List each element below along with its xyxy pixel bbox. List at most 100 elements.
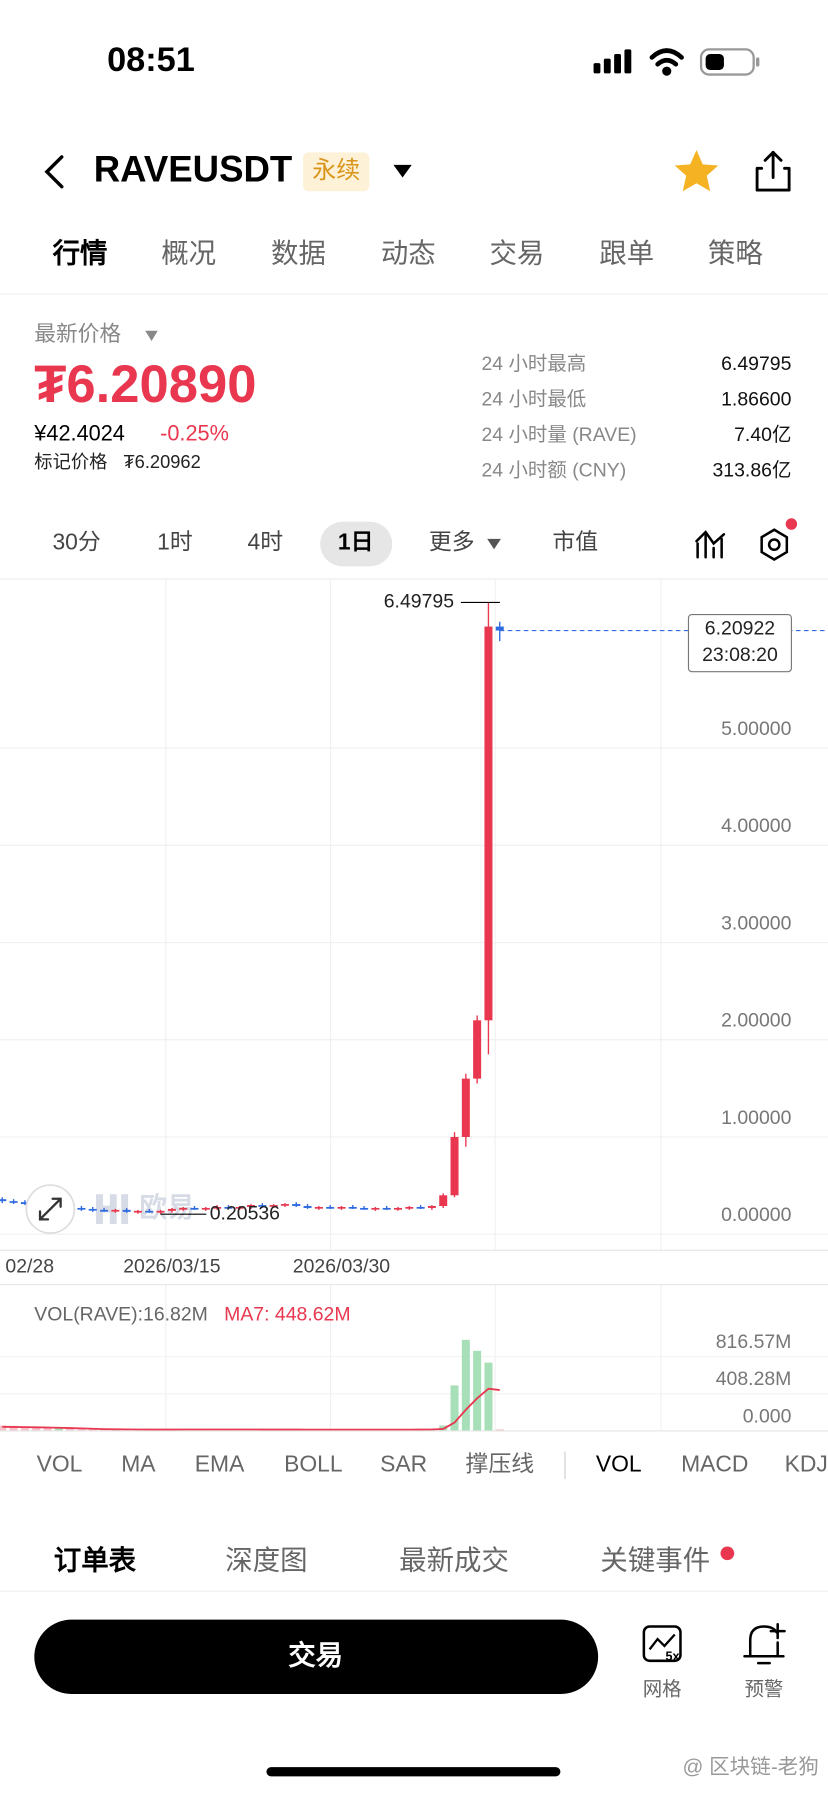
- timeframe[interactable]: 4时: [248, 529, 284, 555]
- tab[interactable]: 行情: [52, 238, 108, 269]
- timeframe[interactable]: 市值: [552, 529, 598, 555]
- stat-value: 313.86亿: [713, 460, 792, 482]
- tab[interactable]: 交易: [489, 238, 544, 269]
- grid-button[interactable]: [642, 1625, 682, 1663]
- timeframe[interactable]: 30分: [52, 529, 100, 555]
- grid-label[interactable]: 网格: [643, 1679, 682, 1701]
- tab[interactable]: 数据: [271, 238, 326, 269]
- indicator[interactable]: EMA: [195, 1450, 245, 1476]
- tab[interactable]: 概况: [161, 238, 216, 269]
- candle-body: [439, 1195, 448, 1207]
- candle-body: [416, 1206, 425, 1209]
- stat-label: 24 小时量 (RAVE): [481, 424, 636, 446]
- timeframe[interactable]: 1时: [157, 529, 193, 555]
- candle-body: [88, 1208, 97, 1211]
- candle-body: [314, 1206, 323, 1209]
- more-dropdown[interactable]: [487, 538, 501, 550]
- volume-ma-label: MA7: 448.62M: [224, 1304, 350, 1326]
- candle-body: [473, 1020, 482, 1079]
- bottom-tab[interactable]: 关键事件: [600, 1545, 710, 1576]
- candle-body: [179, 1207, 188, 1210]
- y-tick-label: 1.00000: [721, 1107, 791, 1129]
- indicator[interactable]: MACD: [681, 1450, 748, 1476]
- tab[interactable]: 跟单: [599, 238, 654, 269]
- candle-body: [100, 1209, 109, 1212]
- candle-body: [167, 1208, 176, 1211]
- candle-body: [9, 1201, 18, 1203]
- indicator[interactable]: MA: [121, 1450, 156, 1476]
- alert-button[interactable]: [743, 1622, 786, 1665]
- symbol[interactable]: RAVEUSDT: [94, 148, 292, 189]
- cny-price: ¥42.4024: [33, 421, 125, 446]
- countdown: 23:08:20: [702, 644, 778, 666]
- max-label: 6.49795: [384, 591, 454, 613]
- contract-tag: 永续: [312, 157, 360, 184]
- tab[interactable]: 策略: [708, 238, 763, 269]
- indicator-bar: VOL MA EMA BOLL SAR 撑压线 VOL MACD KDJ: [37, 1450, 828, 1476]
- indicator[interactable]: BOLL: [284, 1450, 342, 1476]
- y-tick-label: 408.28M: [716, 1368, 792, 1390]
- bottom-tab[interactable]: 深度图: [225, 1545, 307, 1576]
- price-label-dropdown[interactable]: [145, 330, 158, 342]
- timeframe-bar: 30分 1时 4时 1日 更多 市值: [52, 529, 598, 555]
- bottom-tab[interactable]: 订单表: [54, 1545, 137, 1576]
- back-button[interactable]: [44, 155, 64, 189]
- bottom-tab[interactable]: 最新成交: [399, 1545, 509, 1576]
- volume-bar: [450, 1385, 459, 1431]
- chart-settings-icon[interactable]: [760, 528, 789, 561]
- trade-button-label[interactable]: 交易: [288, 1640, 343, 1671]
- indicator[interactable]: 撑压线: [465, 1450, 534, 1476]
- candle-body: [269, 1205, 278, 1207]
- volume-bar: [0, 1425, 7, 1431]
- indicator[interactable]: VOL: [596, 1450, 642, 1476]
- candle-body: [258, 1205, 267, 1207]
- y-tick-label: 816.57M: [716, 1331, 792, 1353]
- y-tick-label: 0.000: [743, 1405, 792, 1427]
- candle-body: [0, 1199, 7, 1202]
- symbol-dropdown[interactable]: [393, 164, 412, 178]
- chart-grid: [165, 578, 662, 1431]
- favorite-star[interactable]: [674, 150, 719, 192]
- volume-bar: [88, 1429, 97, 1431]
- volume-bar: [473, 1350, 482, 1431]
- stats: 24 小时最高 6.49795 24 小时最低 1.86600 24 小时量 (RAVE…: [481, 353, 791, 481]
- y-tick-label: 3.00000: [721, 912, 791, 934]
- stat-label: 24 小时最高: [481, 353, 586, 375]
- indicator[interactable]: VOL: [37, 1450, 83, 1476]
- volume-bar: [100, 1429, 109, 1431]
- timeframe-selected-bg: [320, 521, 393, 567]
- notification-dot: [785, 518, 798, 530]
- stat-value: 6.49795: [721, 353, 791, 375]
- share-button[interactable]: [755, 150, 791, 192]
- volume-ma-line: [2, 1387, 500, 1431]
- candle-body: [348, 1206, 357, 1209]
- volume-bar: [77, 1429, 86, 1431]
- wifi-icon: [649, 48, 684, 76]
- trade-button[interactable]: [34, 1619, 599, 1694]
- candle-body: [201, 1207, 210, 1210]
- alert-label[interactable]: 预警: [745, 1679, 784, 1701]
- volume-bar: [20, 1426, 29, 1431]
- indicator[interactable]: SAR: [380, 1450, 427, 1476]
- chart-watermark: 欧易: [140, 1191, 195, 1222]
- mark-price: ₮6.20962: [124, 451, 201, 472]
- indicator[interactable]: KDJ: [785, 1450, 828, 1476]
- timeframe[interactable]: 更多: [429, 529, 475, 555]
- status-time: 08:51: [107, 41, 195, 79]
- timeframe[interactable]: 1日: [338, 529, 374, 555]
- candle-body: [495, 626, 504, 631]
- stat-label: 24 小时额 (CNY): [481, 460, 626, 482]
- candle-body: [337, 1206, 346, 1209]
- indicator-settings-icon[interactable]: [695, 530, 726, 559]
- candle-body: [213, 1206, 222, 1209]
- fullscreen-button[interactable]: [25, 1184, 76, 1234]
- candle-body: [190, 1207, 199, 1210]
- stat-label: 24 小时最低: [481, 389, 586, 411]
- grid-badge: 5x: [665, 1650, 679, 1664]
- chart-logo: [96, 1194, 129, 1224]
- candle-body: [360, 1207, 369, 1210]
- tab[interactable]: 动态: [381, 238, 436, 269]
- candle-body: [145, 1210, 154, 1213]
- min-label: 0.20536: [210, 1202, 280, 1224]
